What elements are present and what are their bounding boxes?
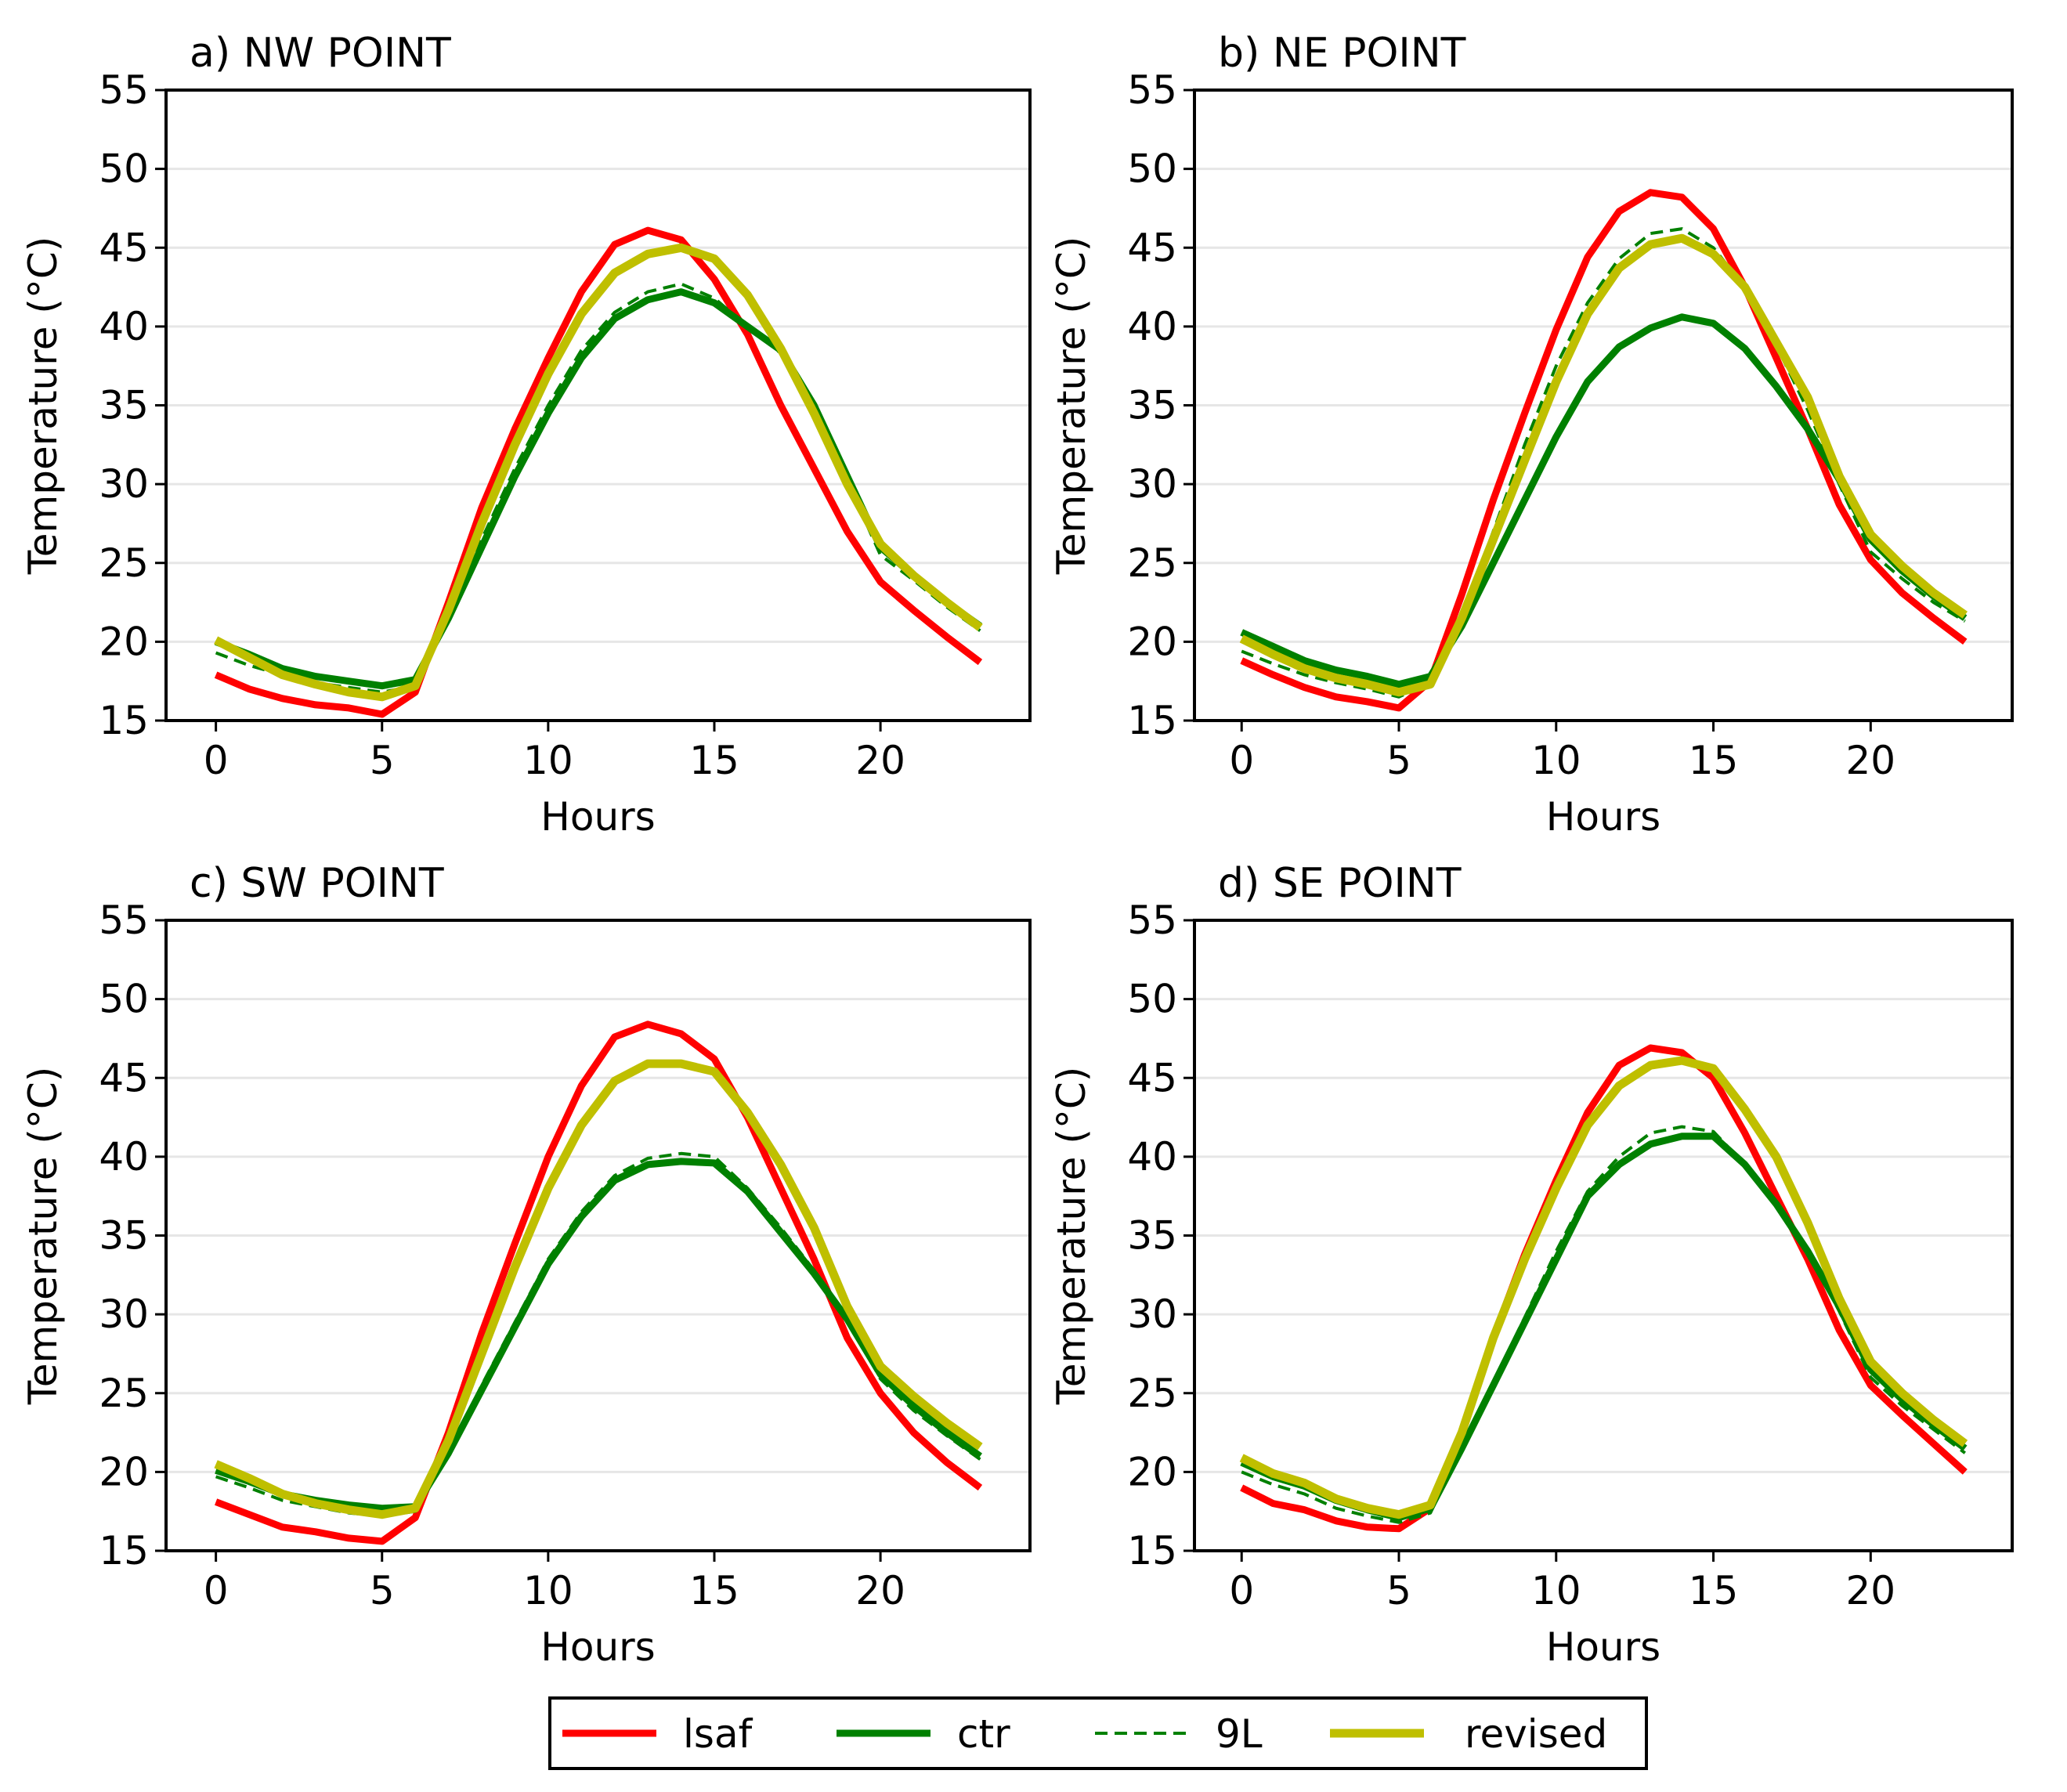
x-tick-label: 20 [1845,1568,1895,1613]
x-tick-label: 10 [1531,738,1581,783]
y-tick-label: 35 [1127,1213,1177,1259]
panel-2: 15 20 25 30 35 40 45 50 55 0 5 10 15 20 b) NE POINT Hou… [1049,30,2014,840]
panel-title: c) SW POINT [190,860,444,907]
y-tick-label: 40 [99,1134,149,1180]
y-tick-label: 30 [1127,1292,1177,1337]
y-tick-label: 50 [1127,146,1177,192]
legend: lsaf ctr 9L revised [548,1696,1648,1770]
y-axis-label: Temperature (°C) [1049,1067,1094,1406]
x-tick-label: 0 [204,1568,229,1613]
x-tick-label: 15 [1689,1568,1739,1613]
legend-label-9L: 9L [1216,1711,1263,1757]
y-tick-label: 15 [99,698,149,743]
y-tick-label: 45 [99,225,149,270]
y-tick-label: 15 [99,1528,149,1573]
y-tick-label: 20 [99,1449,149,1494]
y-tick-label: 50 [99,146,149,192]
x-tick-label: 0 [204,738,229,783]
y-tick-label: 20 [1127,1449,1177,1494]
y-tick-label: 40 [1127,304,1177,349]
x-tick-label: 0 [1229,1568,1254,1613]
y-tick-label: 35 [1127,383,1177,428]
x-tick-label: 15 [689,738,739,783]
x-tick-label: 5 [1386,1568,1411,1613]
series-line-9L [215,1151,981,1518]
y-tick-label: 45 [99,1055,149,1100]
series-line-9L [1241,1125,1967,1524]
y-tick-label: 55 [1127,898,1177,943]
y-tick-label: 25 [99,1371,149,1416]
x-tick-label: 20 [855,738,905,783]
y-tick-label: 15 [1127,698,1177,743]
panel-3: 15 20 25 30 35 40 45 50 55 0 5 10 15 20 c) SW POINT Hou… [20,860,1032,1670]
series-line-revised [1239,1056,1968,1519]
y-tick-label: 20 [1127,619,1177,664]
legend-label-ctr: ctr [957,1711,1010,1757]
series-line-lsaf [214,226,983,718]
x-axis-label: Hours [1546,1624,1660,1670]
y-tick-label: 45 [1127,225,1177,270]
x-tick-label: 15 [689,1568,739,1613]
legend-label-revised: revised [1465,1711,1607,1757]
x-axis-label: Hours [540,1624,655,1670]
series-line-lsaf [1240,1044,1968,1533]
y-tick-label: 35 [99,1213,149,1259]
series-line-9L [1241,227,1966,699]
series-line-lsaf [1240,189,1968,712]
panel-title: d) SE POINT [1218,860,1462,907]
y-tick-label: 30 [99,461,149,507]
y-tick-label: 30 [1127,461,1177,507]
series-line-lsaf [215,1021,983,1545]
x-tick-label: 20 [1845,738,1895,783]
series-line-revised [1239,233,1968,697]
y-tick-label: 40 [99,304,149,349]
panel-1: 15 20 25 30 35 40 45 50 55 0 5 10 15 20 a) NW POINT Hou… [20,30,1032,840]
y-tick-label: 20 [99,619,149,664]
x-tick-label: 20 [855,1568,905,1613]
series-line-revised [214,243,983,702]
x-tick-label: 5 [1386,738,1411,783]
y-tick-label: 25 [1127,1371,1177,1416]
x-tick-label: 10 [523,738,573,783]
y-tick-label: 55 [1127,67,1177,113]
y-axis-label: Temperature (°C) [20,237,66,576]
panel-title: a) NW POINT [190,30,451,77]
y-tick-label: 45 [1127,1055,1177,1100]
panel-title: b) NE POINT [1218,30,1466,77]
y-tick-label: 40 [1127,1134,1177,1180]
series-line-9L [215,282,981,694]
y-axis-label: Temperature (°C) [20,1067,66,1406]
x-tick-label: 10 [523,1568,573,1613]
legend-label-lsaf: lsaf [683,1711,753,1757]
y-tick-label: 50 [1127,977,1177,1022]
y-tick-label: 55 [99,898,149,943]
y-tick-label: 35 [99,383,149,428]
x-axis-label: Hours [1546,794,1660,840]
y-axis-label: Temperature (°C) [1049,237,1094,576]
y-tick-label: 30 [99,1292,149,1337]
y-tick-label: 25 [1127,540,1177,586]
x-tick-label: 10 [1531,1568,1581,1613]
y-tick-label: 25 [99,540,149,586]
series-line-revised [214,1059,983,1519]
y-tick-label: 50 [99,977,149,1022]
x-tick-label: 5 [370,1568,395,1613]
y-tick-label: 15 [1127,1528,1177,1573]
panel-4: 15 20 25 30 35 40 45 50 55 0 5 10 15 20 d) SE POINT Hou… [1049,860,2014,1670]
x-tick-label: 15 [1689,738,1739,783]
series-line-ctr [215,288,983,690]
x-tick-label: 5 [370,738,395,783]
y-tick-label: 55 [99,67,149,113]
x-tick-label: 0 [1229,738,1254,783]
x-axis-label: Hours [540,794,655,840]
